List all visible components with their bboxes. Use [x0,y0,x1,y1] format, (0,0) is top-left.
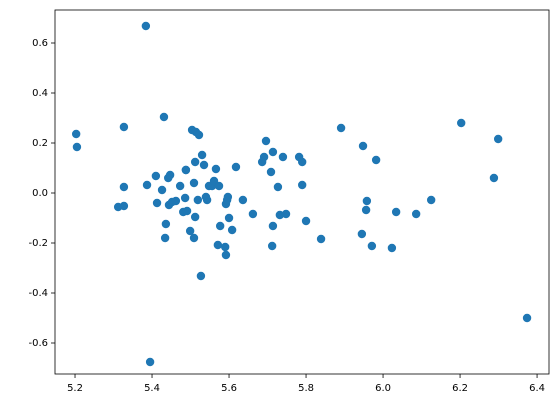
y-tick-label: 0.2 [32,138,48,149]
point [297,157,307,167]
point [189,233,199,243]
point [152,198,162,208]
point [387,243,397,253]
point [211,164,221,174]
point [457,118,466,128]
point [202,195,212,205]
point [361,205,371,215]
point [522,313,532,323]
point [273,182,283,192]
point [224,213,234,223]
point [267,241,277,251]
y-tick-label: 0.0 [32,188,48,199]
point [193,195,203,205]
point [119,201,129,211]
point [281,209,291,219]
point [411,209,421,219]
point [119,122,129,132]
point [261,136,271,146]
point [190,157,200,167]
point [248,209,258,219]
x-tick-label: 5.6 [221,383,237,394]
point [199,160,209,170]
point [266,167,276,177]
point [142,180,152,190]
point [391,207,401,217]
x-tick-label: 5.2 [67,383,83,394]
point [196,271,206,281]
point [190,212,200,222]
point [181,165,191,175]
point [197,150,207,160]
point [171,196,181,206]
point [259,152,269,162]
point [238,195,248,205]
point [223,192,233,202]
point [189,178,199,188]
point [151,171,161,181]
point [493,134,503,144]
x-tick-label: 6.2 [452,383,468,394]
point [227,225,237,235]
point [268,221,278,231]
point [215,221,225,231]
point [426,195,436,205]
plot-frame [54,9,550,375]
point [141,21,151,31]
y-tick-label: 0.6 [32,38,48,49]
x-tick-label: 6.0 [375,383,391,394]
point [214,181,224,191]
point [275,210,285,220]
point [213,240,223,250]
y-tick-label: -0.4 [28,288,48,299]
point [367,241,377,251]
y-tick-label: -0.2 [28,238,48,249]
point [301,216,311,226]
point [159,112,169,122]
point [362,196,372,206]
point [119,182,129,192]
x-tick-label: 5.4 [144,383,160,394]
point [165,170,175,180]
point [220,242,230,252]
point [278,152,288,162]
point [194,130,204,140]
point [371,155,381,165]
point [185,226,195,236]
point [316,234,326,244]
point [145,357,155,367]
y-tick-label: -0.6 [28,338,48,349]
x-tick-label: 6.4 [529,383,545,394]
y-tick-label: 0.4 [32,88,48,99]
x-tick-label: 5.8 [298,383,314,394]
point [182,206,192,216]
point [358,141,368,151]
point [268,147,278,157]
point [160,233,170,243]
point [175,181,185,191]
point [221,250,231,260]
point [336,123,346,133]
point [357,229,367,239]
point [161,219,171,229]
point [72,142,82,152]
point [71,129,81,139]
point [180,193,190,203]
point [231,162,241,172]
point [297,180,307,190]
point [157,185,167,195]
point [489,173,499,183]
